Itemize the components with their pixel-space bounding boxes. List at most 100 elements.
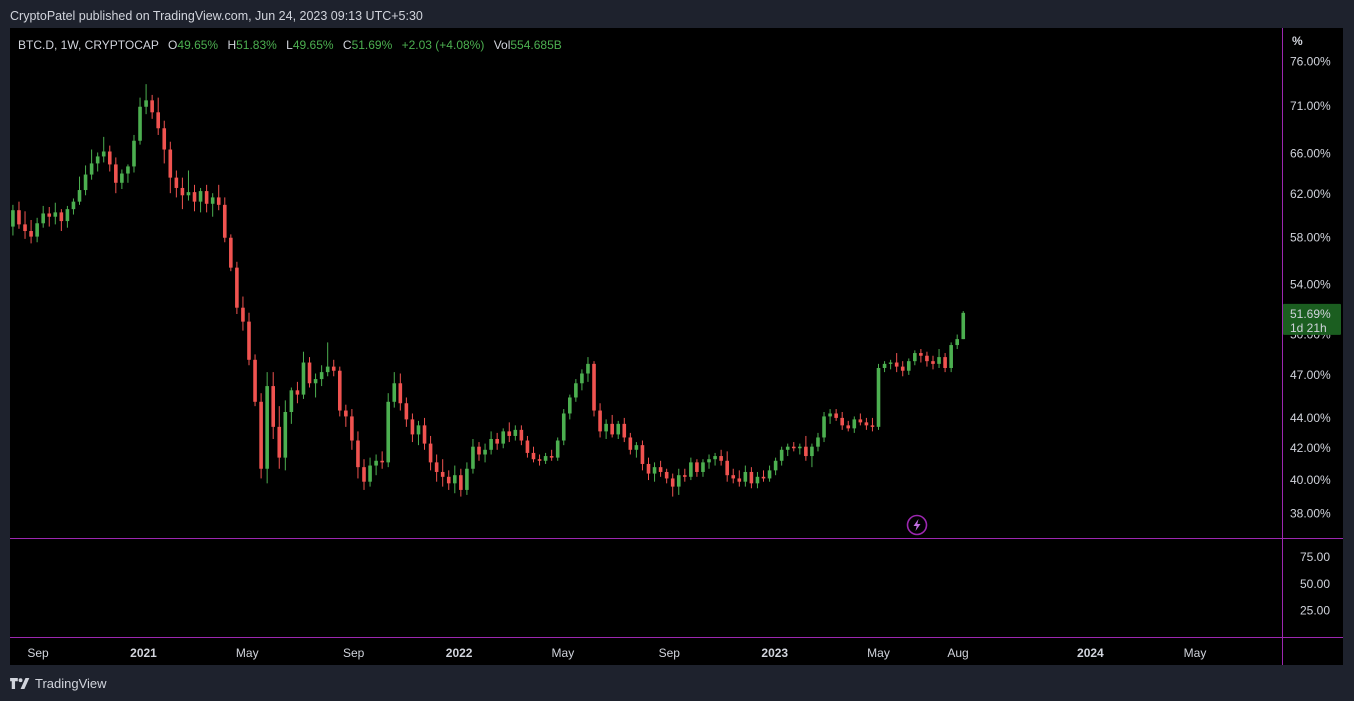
candle-up bbox=[53, 212, 58, 217]
candle-up bbox=[689, 462, 693, 477]
lightning-icon-ring bbox=[906, 514, 928, 536]
candle-up bbox=[41, 213, 45, 224]
candle-up bbox=[555, 440, 560, 458]
candle-down bbox=[864, 422, 869, 426]
candle-down bbox=[168, 149, 173, 178]
volume-tick-label: 75.00 bbox=[1300, 550, 1330, 564]
candle-down bbox=[737, 478, 742, 482]
candle-down bbox=[664, 471, 669, 479]
close-label: C bbox=[342, 38, 352, 52]
candle-up bbox=[616, 423, 621, 435]
candle-up bbox=[144, 100, 148, 107]
candle-down bbox=[658, 467, 663, 472]
candle-down bbox=[362, 467, 366, 482]
candle-down bbox=[525, 440, 530, 453]
candle-down bbox=[271, 386, 276, 427]
y-tick-label: 38.00% bbox=[1290, 507, 1331, 521]
candle-up bbox=[89, 163, 94, 175]
candle-down bbox=[192, 192, 197, 202]
candle-down bbox=[59, 212, 64, 222]
candle-up bbox=[77, 190, 82, 202]
candle-up bbox=[634, 445, 639, 450]
candle-down bbox=[259, 401, 263, 469]
candle-down bbox=[477, 446, 481, 455]
candle-down bbox=[943, 357, 947, 368]
candle-down bbox=[640, 445, 645, 464]
candle-down bbox=[277, 426, 282, 458]
candle-down bbox=[731, 475, 736, 479]
candle-up bbox=[198, 191, 203, 202]
x-tick-label: Aug bbox=[947, 646, 968, 660]
candle-down bbox=[592, 363, 596, 411]
candle-up bbox=[368, 465, 372, 482]
x-tick-label: May bbox=[552, 646, 575, 660]
candle-down bbox=[858, 419, 863, 423]
candle-down bbox=[47, 213, 52, 217]
candle-up bbox=[676, 475, 681, 487]
candle-down bbox=[356, 440, 360, 468]
candle-down bbox=[174, 177, 179, 188]
high-label: H bbox=[227, 38, 237, 52]
candle-up bbox=[743, 471, 748, 482]
candle-up bbox=[483, 449, 487, 455]
candle-up bbox=[707, 459, 711, 463]
x-tick-label: May bbox=[867, 646, 890, 660]
candle-up bbox=[489, 438, 493, 450]
candle-down bbox=[925, 355, 929, 362]
x-tick-label: 2024 bbox=[1077, 646, 1104, 660]
candle-down bbox=[549, 456, 554, 458]
candle-up bbox=[755, 476, 760, 484]
candle-up bbox=[392, 383, 397, 402]
candle-down bbox=[107, 151, 112, 165]
candle-up bbox=[83, 174, 88, 191]
candle-down bbox=[495, 438, 499, 444]
candle-up bbox=[543, 456, 548, 461]
chart-panel[interactable]: % 76.00% 71.00% 66.00% 62.00% 58.00% 54.00% 50.… bbox=[10, 28, 1343, 665]
candle-down bbox=[295, 390, 300, 395]
candle-up bbox=[186, 192, 191, 196]
candle-down bbox=[646, 463, 651, 474]
candle-down bbox=[404, 403, 409, 420]
candle-up bbox=[416, 425, 421, 435]
candle-down bbox=[834, 413, 838, 418]
candle-up bbox=[452, 475, 457, 484]
candle-down bbox=[931, 361, 935, 364]
candle-up bbox=[283, 412, 288, 458]
current-price-badge-bg bbox=[1283, 303, 1341, 335]
y-tick-label: 40.00% bbox=[1290, 473, 1331, 487]
x-tick-label: 2023 bbox=[761, 646, 788, 660]
open-label: O bbox=[168, 38, 178, 52]
candle-down bbox=[598, 410, 602, 432]
candle-up bbox=[767, 470, 772, 479]
candle-down bbox=[307, 362, 312, 384]
candle-down bbox=[628, 437, 633, 450]
candle-up bbox=[568, 397, 572, 414]
publisher-line: CryptoPatel published on TradingView.com… bbox=[10, 9, 423, 23]
close-value: 51.69% bbox=[351, 38, 393, 52]
candle-down bbox=[804, 446, 808, 457]
x-tick-label: May bbox=[236, 646, 259, 660]
y-tick-label: 44.00% bbox=[1290, 411, 1331, 425]
candle-down bbox=[350, 416, 354, 441]
candle-up bbox=[713, 456, 717, 460]
low-label: L bbox=[286, 38, 293, 52]
candle-up bbox=[701, 462, 705, 472]
candle-up bbox=[810, 446, 814, 457]
candle-down bbox=[749, 471, 754, 484]
candle-up bbox=[35, 223, 39, 237]
candle-down bbox=[761, 476, 766, 479]
x-tick-label: 2021 bbox=[130, 646, 157, 660]
volume-label: Vol bbox=[493, 38, 511, 52]
candle-down bbox=[150, 100, 154, 113]
candle-down bbox=[446, 476, 451, 484]
tradingview-brand[interactable]: TradingView bbox=[10, 676, 107, 691]
candle-up bbox=[374, 460, 378, 466]
candle-down bbox=[216, 197, 221, 205]
candle-down bbox=[622, 423, 627, 438]
candlestick-chart[interactable]: % 76.00% 71.00% 66.00% 62.00% 58.00% 54.00% 50.… bbox=[10, 28, 1343, 665]
candle-down bbox=[204, 191, 209, 204]
candle-down bbox=[870, 425, 875, 427]
lightning-icon[interactable] bbox=[906, 514, 928, 536]
x-tick-label: 2022 bbox=[446, 646, 473, 660]
candle-up bbox=[132, 140, 136, 167]
